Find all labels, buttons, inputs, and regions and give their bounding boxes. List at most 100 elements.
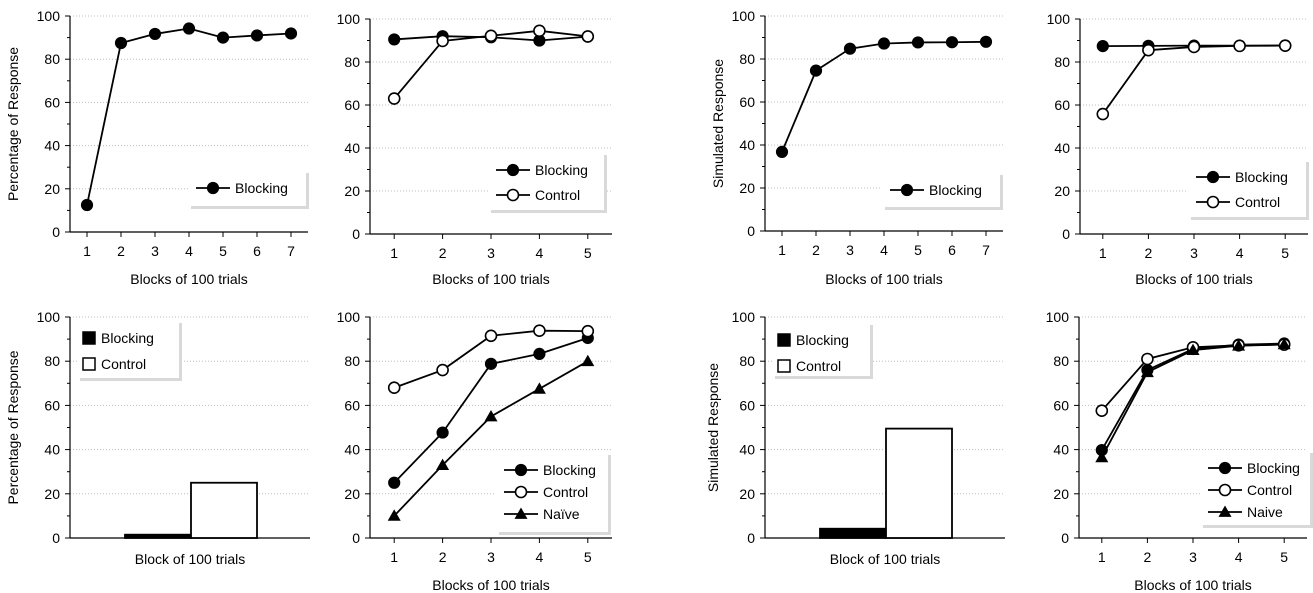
x-axis-label: Block of 100 trials [830, 551, 941, 567]
data-point [484, 357, 498, 370]
legend-label: Blocking [543, 462, 596, 478]
legend: Blocking Control [77, 320, 182, 381]
legend-label: Blocking [796, 332, 849, 348]
y-axis-label: Simulated Response [705, 363, 721, 492]
x-axis-label: Blocks of 100 trials [1134, 577, 1252, 593]
y-tick-label: 80 [1053, 353, 1069, 369]
chart-panel-6: 0 20 40 60 80 100 Blocks of 100 trials 1 2 3 4 5 Blo… [337, 309, 612, 593]
y-tick-label: 0 [1061, 530, 1069, 546]
legend-label: Blocking [535, 162, 588, 178]
data-point [436, 34, 449, 48]
y-tick-label: 40 [344, 140, 360, 156]
y-tick-label: 60 [739, 397, 755, 413]
legend-marker [514, 485, 528, 499]
y-tick-label: 80 [44, 51, 60, 67]
y-tick-label: 20 [739, 486, 755, 502]
x-tick-label: 5 [1280, 549, 1288, 565]
legend-label: Control [796, 358, 841, 374]
data-point [843, 42, 857, 55]
bar [190, 481, 258, 539]
legend-marker [1206, 195, 1220, 209]
y-tick-label: 60 [1053, 397, 1069, 413]
legend-label: Blocking [235, 180, 288, 196]
data-point [1141, 352, 1154, 366]
data-point [979, 35, 993, 48]
data-point [775, 145, 789, 158]
data-point [1140, 365, 1154, 378]
legend-box [1188, 159, 1306, 217]
x-tick-label: 1 [390, 549, 398, 565]
series-line-blocking [781, 40, 987, 153]
x-tick-label: 4 [536, 245, 544, 261]
data-point [945, 36, 959, 49]
y-axis-label: Simulated Response [710, 59, 726, 188]
data-point [436, 458, 450, 470]
data-point [1186, 343, 1200, 356]
chart-panel-5: 0 20 40 60 80 100 Percentage of Response Block … [5, 309, 310, 567]
x-tick-label: 5 [914, 242, 922, 258]
y-tick-label: 80 [739, 353, 755, 369]
legend-marker [514, 507, 528, 519]
legend-swatch [777, 333, 791, 347]
data-point [533, 24, 546, 38]
legend: Blocking Control Naïve [496, 452, 611, 535]
data-point [436, 426, 449, 439]
legend-marker [506, 188, 520, 202]
y-tick-label: 0 [52, 224, 60, 240]
legend-label: Blocking [1247, 460, 1300, 476]
x-axis-label: Blocks of 100 trials [825, 271, 943, 287]
y-tick-label: 100 [337, 309, 361, 325]
y-tick-label: 0 [1062, 226, 1070, 242]
bar [885, 427, 953, 539]
legend-swatch [777, 359, 791, 373]
bar [124, 533, 192, 539]
data-point [484, 409, 498, 422]
x-tick-label: 2 [812, 242, 820, 258]
legend: Blocking Control [772, 322, 873, 379]
legend-marker [1218, 505, 1232, 517]
y-axis-label: Percentage of Response [5, 47, 21, 201]
legend-label: Control [1235, 194, 1280, 210]
x-axis-label: Blocks of 100 trials [432, 577, 550, 593]
x-tick-label: 5 [584, 549, 592, 565]
data-point [182, 22, 196, 35]
data-point [1142, 43, 1155, 57]
legend-marker [900, 183, 914, 197]
y-tick-label: 20 [44, 181, 60, 197]
x-tick-label: 1 [1098, 549, 1106, 565]
y-tick-label: 40 [1053, 442, 1069, 458]
y-tick-label: 20 [344, 183, 360, 199]
legend: Blocking [882, 172, 1003, 210]
x-tick-label: 2 [1144, 549, 1152, 565]
legend-marker [506, 163, 520, 177]
data-point [1095, 450, 1109, 463]
x-axis-label: Blocks of 100 trials [130, 271, 248, 287]
legend-marker [514, 463, 528, 477]
series-line-blocking [1101, 342, 1285, 451]
y-tick-label: 60 [1054, 97, 1070, 113]
data-point [581, 30, 595, 43]
y-tick-label: 0 [747, 223, 755, 239]
data-point [436, 363, 449, 377]
y-tick-label: 20 [344, 486, 360, 502]
data-point [387, 509, 401, 521]
data-point [1277, 337, 1291, 350]
data-point [250, 29, 264, 42]
x-tick-label: 4 [185, 243, 193, 259]
x-tick-label: 4 [1235, 549, 1243, 565]
legend-marker [1218, 461, 1232, 475]
y-tick-label: 0 [747, 530, 755, 546]
data-point [877, 37, 891, 50]
data-point [484, 329, 498, 343]
y-tick-label: 100 [1046, 309, 1070, 325]
x-tick-label: 1 [390, 245, 398, 261]
x-axis-label: Blocks of 100 trials [1135, 271, 1253, 287]
y-tick-label: 40 [344, 442, 360, 458]
chart-panel-3: 0 20 40 60 80 100 Simulated Response Blocks of … [710, 8, 1003, 287]
data-point [911, 36, 925, 49]
data-point [1232, 339, 1246, 351]
legend: Blocking Control Naive [1200, 450, 1313, 528]
chart-panel-2: 0 20 40 60 80 100 Blocks of 100 trials 1 2 3 4 5 Blo… [337, 11, 612, 287]
x-tick-label: 1 [83, 243, 91, 259]
y-tick-label: 80 [344, 353, 360, 369]
